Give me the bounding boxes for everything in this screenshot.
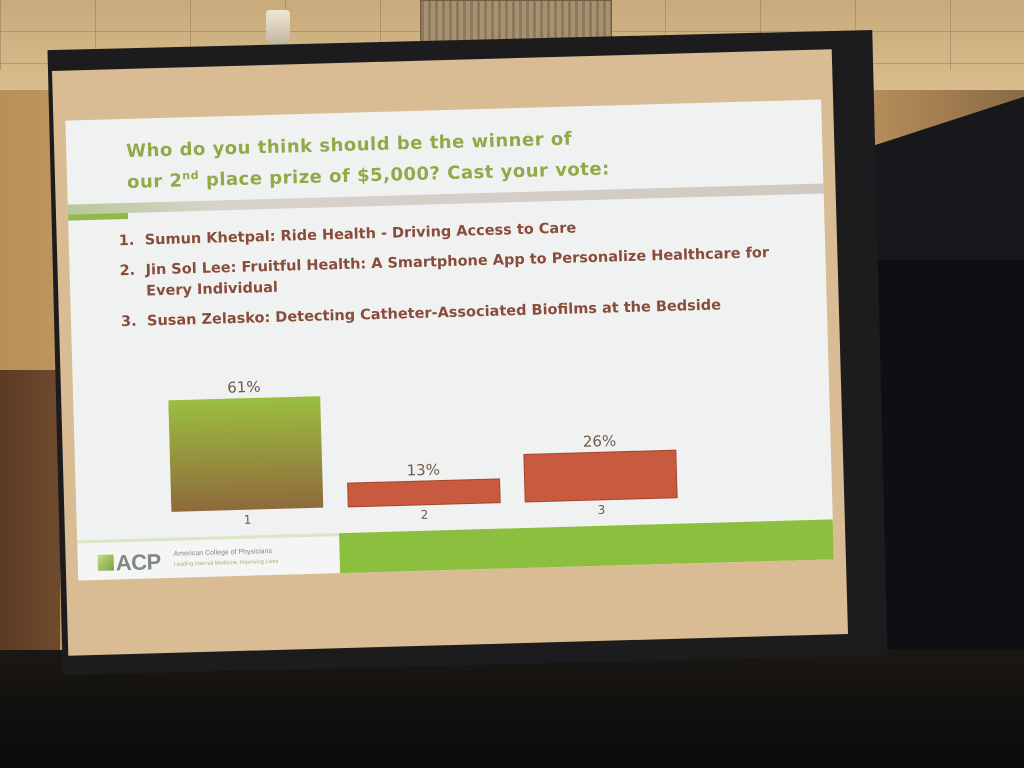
title-divider-accent [68, 212, 129, 221]
slide-title: Who do you think should be the winner of… [126, 121, 787, 196]
candidate-option-2: 2. Jin Sol Lee: Fruitful Health: A Smart… [119, 242, 800, 303]
tick-label-3: 3 [597, 503, 605, 517]
data-label-3: 26% [583, 432, 617, 451]
option-number: 1. [118, 232, 135, 250]
data-label-2: 13% [406, 461, 440, 480]
org-name: American College of Physicians [173, 548, 273, 558]
bar-2 [347, 478, 501, 508]
tick-label-2: 2 [421, 508, 429, 522]
org-tagline: Leading Internal Medicine, Improving Liv… [173, 558, 279, 568]
title-line-2-end: place prize of $5,000? Cast your vote: [198, 158, 611, 191]
acp-logo-icon [97, 554, 114, 571]
bars-layer: 61% 1 13% 2 26% 3 [168, 378, 678, 527]
title-line-2-start: our 2 [126, 170, 183, 193]
bar-3 [523, 449, 678, 503]
option-text: Jin Sol Lee: Fruitful Health: A Smartpho… [145, 245, 770, 300]
bar-1 [168, 396, 324, 512]
presentation-slide: Who do you think should be the winner of… [65, 99, 834, 581]
acp-logo-text: ACP [115, 549, 162, 576]
vote-results-chart: 61% 1 13% 2 26% 3 [168, 378, 678, 527]
tick-label-1: 1 [244, 513, 252, 527]
candidate-list: 1. Sumun Khetpal: Ride Health - Driving … [118, 212, 801, 342]
title-superscript: nd [182, 168, 200, 183]
projection-screen: Who do you think should be the winner of… [51, 49, 849, 656]
option-number: 3. [120, 313, 137, 331]
ceiling-light-icon [266, 10, 290, 46]
footer-logo-area: ACP American College of Physicians Leadi… [77, 533, 341, 581]
option-number: 2. [119, 262, 136, 280]
data-label-1: 61% [227, 378, 261, 397]
